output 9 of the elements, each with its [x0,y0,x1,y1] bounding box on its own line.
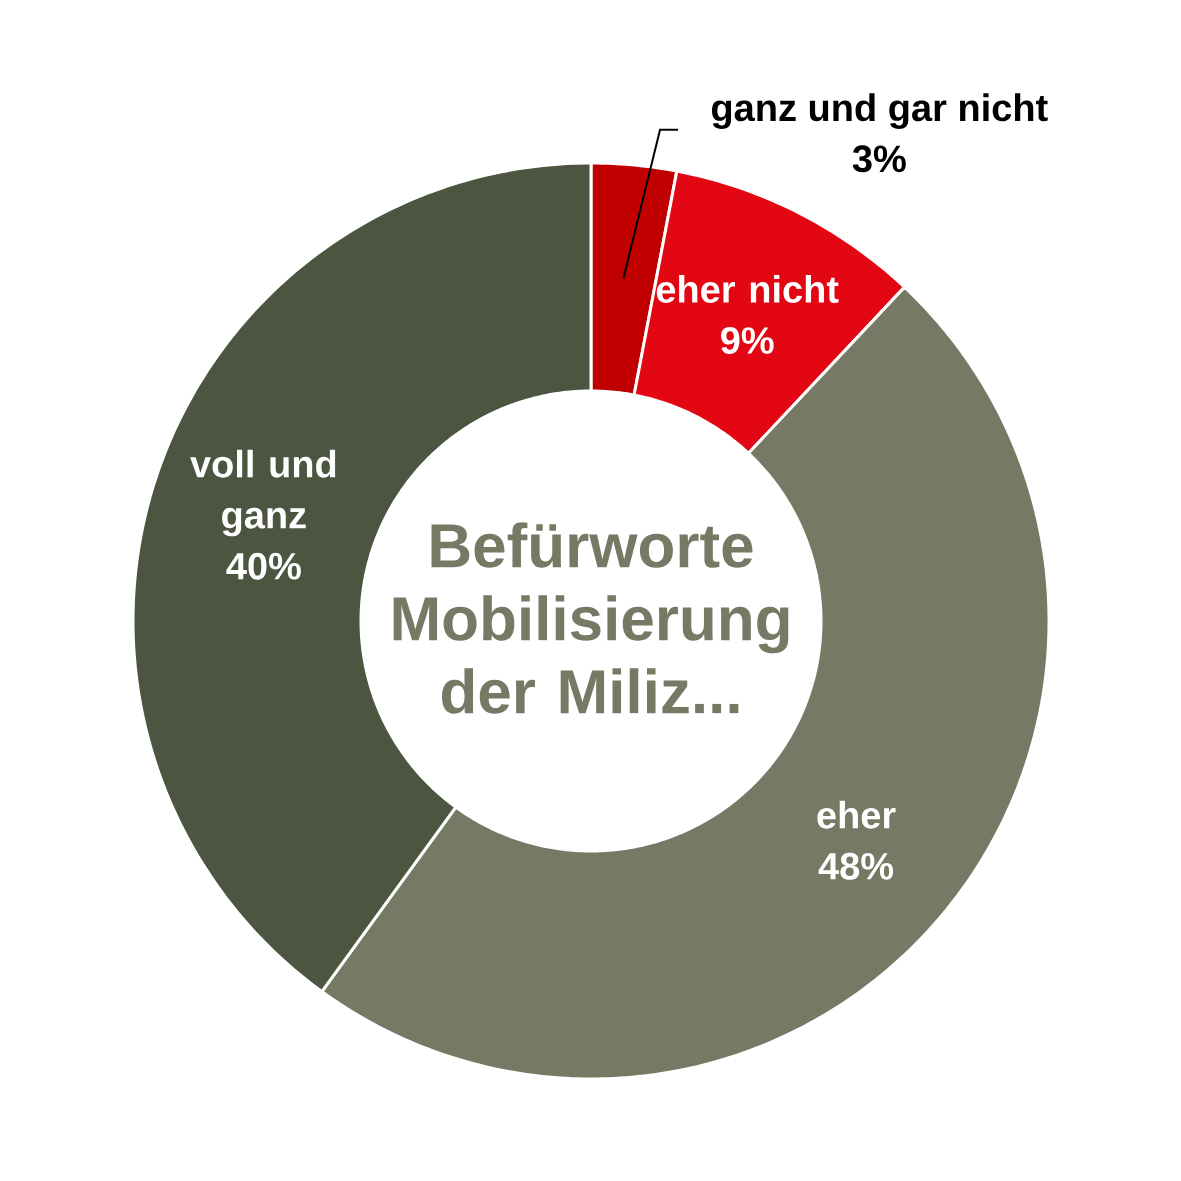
data-label: 40% [226,552,301,580]
text: Befürworte Mobilisierung der Miliz... [393,522,789,714]
slice-label: eher [817,800,896,829]
data-label: 9% [721,327,774,354]
data-label: 48% [818,852,894,880]
slice-label: eher nicht [656,275,839,303]
slice-label: ganz und gar nicht [712,93,1048,129]
slice-label: voll und ganz [190,449,336,537]
data-label: 3% [852,145,906,173]
